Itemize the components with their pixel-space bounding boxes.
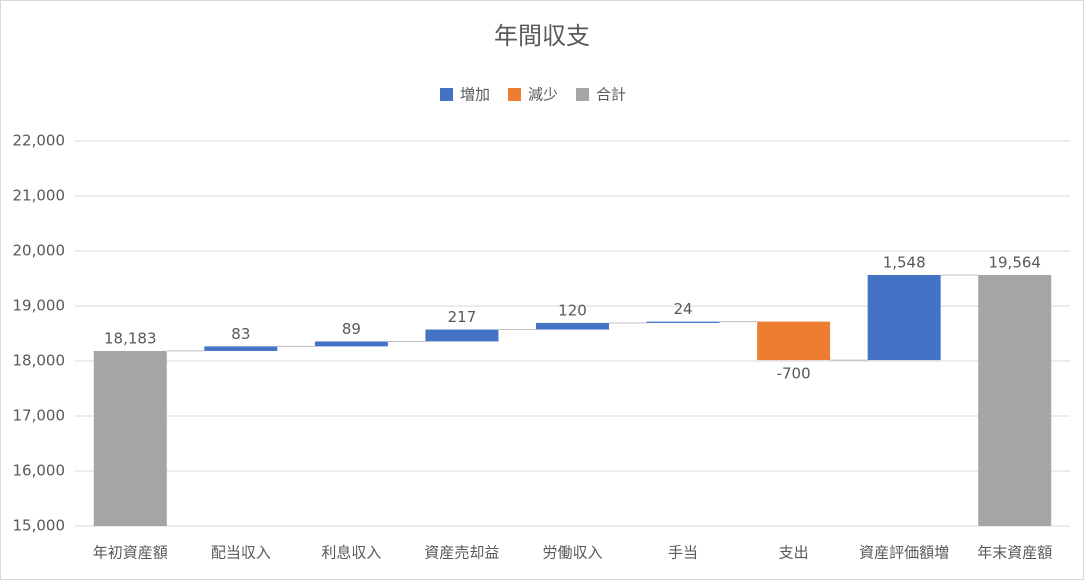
bar: [93, 350, 167, 526]
bar: [757, 321, 831, 361]
bar: [867, 274, 941, 361]
y-tick-label: 20,000: [13, 242, 66, 260]
legend-label: 合計: [596, 86, 626, 104]
y-tick-label: 15,000: [13, 517, 66, 535]
y-tick-label: 17,000: [13, 407, 66, 425]
legend-label: 増加: [460, 86, 490, 104]
x-tick-label: 資産評価額増: [859, 544, 949, 562]
legend-swatch: [508, 88, 522, 101]
bar: [536, 322, 609, 330]
bar: [204, 346, 278, 351]
value-label: 1,548: [883, 253, 926, 271]
y-tick-label: 21,000: [13, 187, 66, 205]
value-label: 18,183: [104, 329, 157, 347]
value-label: 24: [674, 300, 693, 318]
y-tick-label: 22,000: [13, 132, 66, 150]
x-tick-label: 資産売却益: [424, 544, 499, 562]
y-tick-label: 16,000: [13, 462, 66, 480]
bar: [425, 329, 499, 342]
value-label: 89: [342, 320, 361, 338]
bar: [978, 274, 1052, 526]
bar: [646, 321, 720, 323]
x-tick-label: 年末資産額: [977, 544, 1052, 562]
value-label: -700: [777, 365, 811, 383]
x-tick-label: 労働収入: [542, 544, 602, 562]
value-label: 83: [231, 325, 250, 343]
y-tick-label: 19,000: [13, 297, 66, 315]
y-tick-label: 18,000: [13, 352, 66, 370]
chart-title: 年間収支: [494, 22, 590, 50]
legend-swatch: [576, 88, 590, 101]
legend-swatch: [440, 88, 453, 101]
x-tick-label: 年初資産額: [93, 544, 168, 562]
x-tick-label: 配当収入: [211, 544, 271, 562]
x-tick-label: 支出: [779, 544, 809, 562]
value-label: 19,564: [988, 253, 1041, 271]
value-label: 120: [558, 301, 587, 319]
value-label: 217: [448, 308, 477, 326]
legend-label: 減少: [528, 86, 558, 104]
x-tick-label: 手当: [668, 544, 698, 562]
bar: [314, 341, 388, 347]
x-tick-label: 利息収入: [321, 544, 381, 562]
